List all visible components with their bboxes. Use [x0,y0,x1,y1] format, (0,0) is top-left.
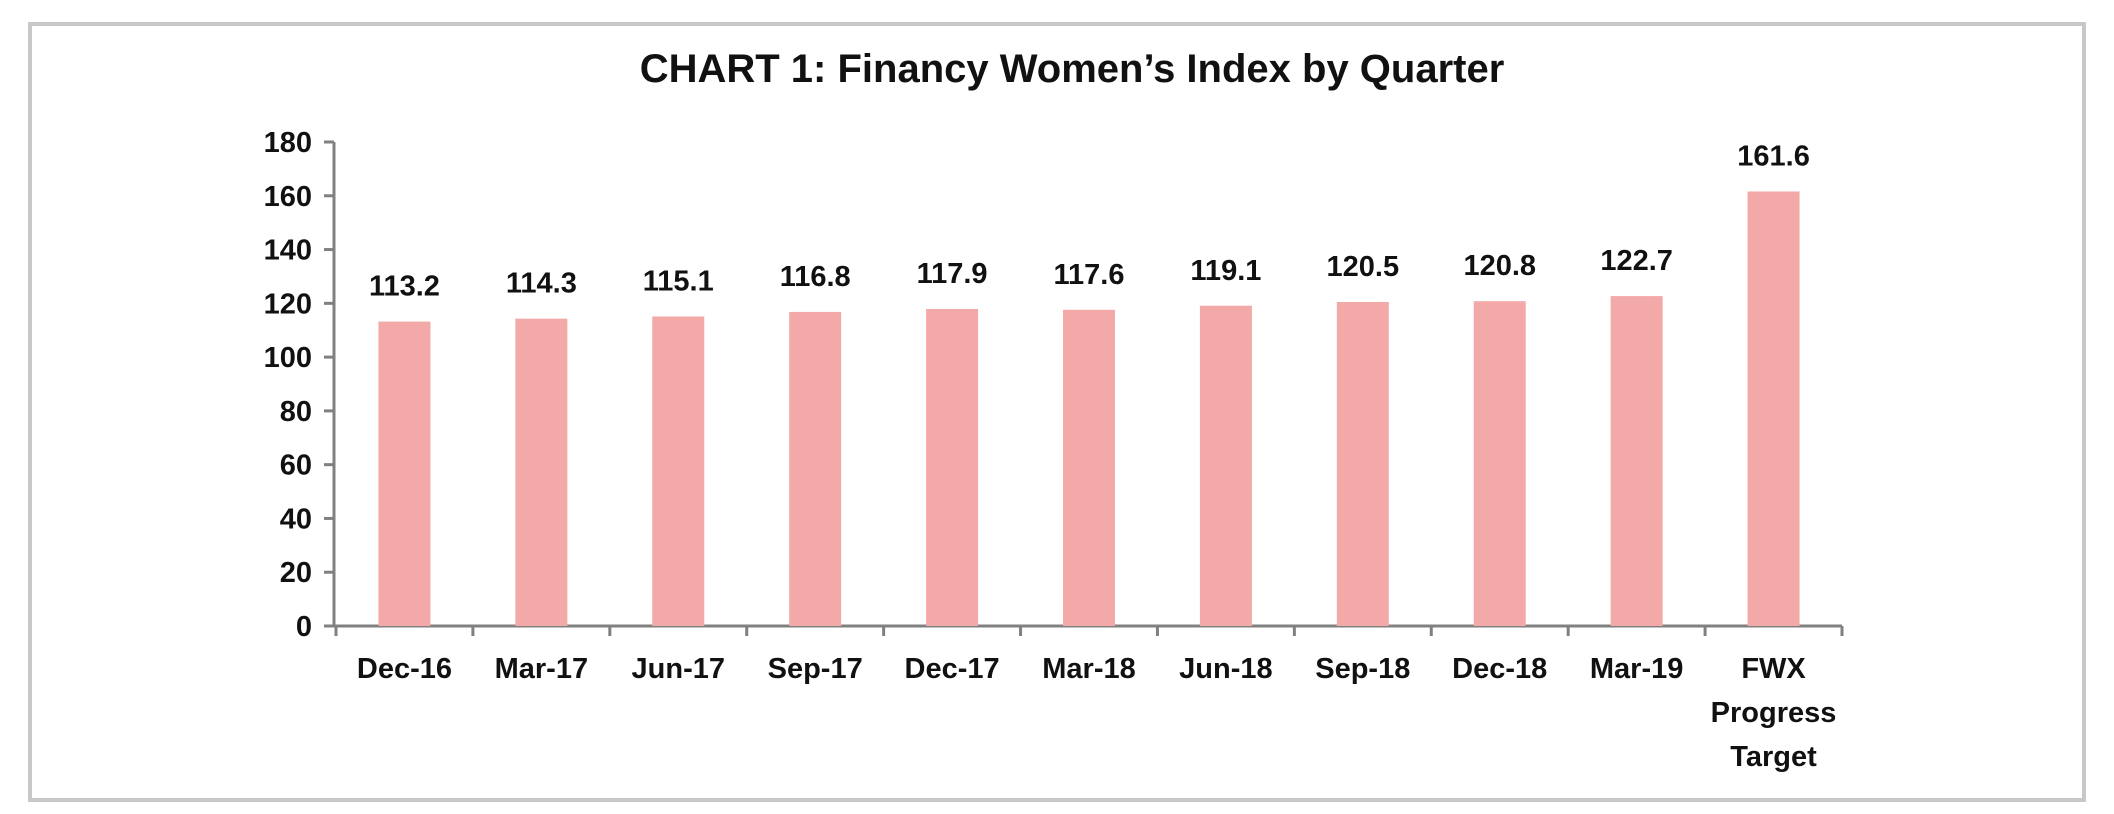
data-label: 161.6 [1737,140,1810,172]
y-tick-label: 60 [280,450,312,482]
chart-frame: CHART 1: Financy Women’s Index by Quarte… [28,22,2086,802]
bar [789,311,842,626]
bar [1747,191,1800,626]
data-label: 115.1 [643,266,714,298]
x-tick-label: Jun-18 [1179,653,1272,685]
data-label: 119.1 [1190,255,1261,287]
x-tick-label: Dec-18 [1452,653,1547,685]
y-tick-label: 120 [264,288,312,320]
data-label: 117.9 [917,258,988,290]
x-tick-label: Sep-17 [768,653,863,685]
bar [1473,301,1526,626]
y-tick-label: 0 [296,611,312,643]
bar [378,321,431,626]
x-tick-label: Dec-17 [905,653,1000,685]
bar [1610,296,1663,626]
x-tick-label: Jun-17 [632,653,725,685]
y-tick-label: 100 [264,342,312,374]
bar [1336,301,1389,626]
bar [652,316,705,626]
data-label: 122.7 [1600,245,1673,277]
x-tick-label: Sep-18 [1315,653,1410,685]
bar [926,308,979,626]
y-tick-label: 20 [280,557,312,589]
bars [378,191,1800,626]
y-tick-label: 140 [264,235,312,267]
data-label: 113.2 [369,271,440,303]
x-tick-label: FWX Progress Target [1711,653,1837,773]
x-tick-labels: Dec-16 Mar-17 Jun-17 Sep-17 Dec-17 Mar-18 Jun-… [357,653,1837,773]
x-axis [334,624,1844,636]
bar-chart: CHART 1: Financy Women’s Index by Quarte… [264,47,1844,773]
x-tick-label: Mar-19 [1590,653,1684,685]
bar [1063,309,1115,626]
x-tick-label: Dec-16 [357,653,452,685]
value-labels: 113.2 114.3 115.1 116.8 117.9 117.6 119.1 120.5… [369,140,1810,302]
data-label: 117.6 [1054,259,1125,291]
y-tick-label: 180 [264,127,312,159]
bar [515,318,568,626]
x-tick-label: Mar-18 [1042,653,1136,685]
data-label: 116.8 [780,261,851,293]
y-axis: 0 20 40 60 80 100 120 140 160 180 [264,127,336,643]
y-tick-label: 40 [280,503,312,535]
y-tick-label: 160 [264,181,312,213]
y-tick-label: 80 [280,396,312,428]
bar [1199,305,1252,626]
chart-title: CHART 1: Financy Women’s Index by Quarte… [640,47,1505,91]
data-label: 120.5 [1327,251,1400,283]
data-label: 114.3 [506,268,577,300]
data-label: 120.8 [1463,250,1536,282]
x-tick-label: Mar-17 [495,653,589,685]
